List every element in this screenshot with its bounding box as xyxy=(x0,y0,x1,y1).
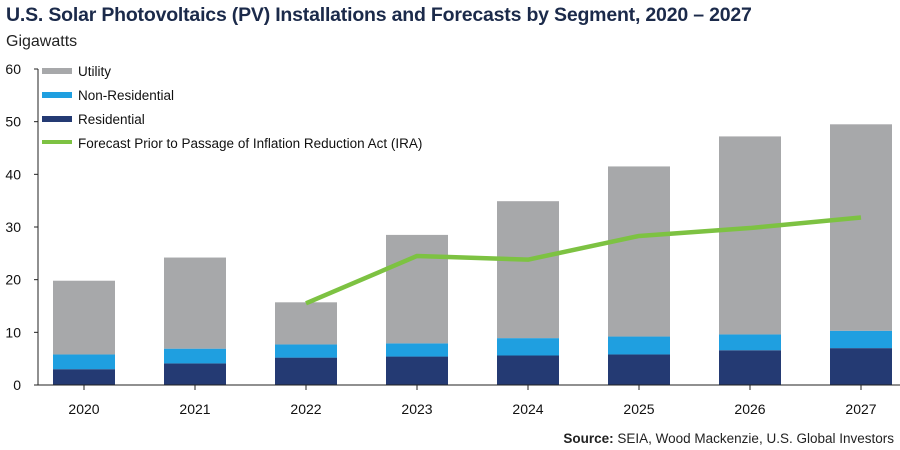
bar-utility-2022 xyxy=(275,302,337,345)
x-tick-label: 2021 xyxy=(179,401,210,417)
bar-utility-2025 xyxy=(608,166,670,337)
bars-group xyxy=(53,124,892,385)
bar-residential-2025 xyxy=(608,354,670,385)
source-label: Source: xyxy=(563,431,614,446)
bar-non-residential-2021 xyxy=(164,348,226,364)
bar-utility-2023 xyxy=(386,234,448,344)
bar-utility-2027 xyxy=(830,124,892,331)
bar-non-residential-2022 xyxy=(275,344,337,358)
y-tick-label: 20 xyxy=(5,272,21,288)
x-tick-label: 2026 xyxy=(734,401,765,417)
bar-residential-2026 xyxy=(719,350,781,385)
x-tick-label: 2027 xyxy=(845,401,876,417)
bar-residential-2022 xyxy=(275,357,337,385)
chart-title: U.S. Solar Photovoltaics (PV) Installati… xyxy=(6,4,752,26)
legend-label: Residential xyxy=(78,112,145,127)
bar-utility-2026 xyxy=(719,136,781,335)
legend-swatch-utility xyxy=(42,68,72,74)
y-tick-label: 30 xyxy=(5,219,21,235)
bar-residential-2020 xyxy=(53,369,115,385)
bar-non-residential-2026 xyxy=(719,334,781,351)
y-tick-label: 10 xyxy=(5,324,21,340)
x-tick-label: 2023 xyxy=(401,401,432,417)
x-tick-label: 2022 xyxy=(290,401,321,417)
forecast-line-group xyxy=(305,215,862,306)
x-tick-label: 2025 xyxy=(623,401,654,417)
legend-label: Utility xyxy=(78,64,111,79)
legend-swatch-non-residential xyxy=(42,92,72,98)
bar-residential-2023 xyxy=(386,356,448,385)
bar-residential-2027 xyxy=(830,348,892,385)
x-axis: 2020 2021 2022 2023 2024 2025 2026 2027 xyxy=(38,384,900,417)
legend-swatch-forecast-prior-to-passage-of-inflation-reduction-act-ira xyxy=(42,140,72,144)
bar-utility-2021 xyxy=(164,257,226,349)
x-tick-label: 2024 xyxy=(512,401,543,417)
y-tick-label: 50 xyxy=(5,114,21,130)
source-text: SEIA, Wood Mackenzie, U.S. Global Invest… xyxy=(617,431,894,446)
bar-non-residential-2025 xyxy=(608,336,670,355)
bar-utility-2024 xyxy=(497,201,559,339)
bar-residential-2021 xyxy=(164,363,226,385)
y-tick-label: 60 xyxy=(5,61,21,77)
forecast-line xyxy=(305,215,862,306)
source-note: Source: SEIA, Wood Mackenzie, U.S. Globa… xyxy=(563,431,894,446)
y-axis: 0 10 20 30 40 50 60 xyxy=(5,61,39,393)
legend: Utility Non-Residential Residential Forecas… xyxy=(42,64,422,151)
bar-non-residential-2027 xyxy=(830,330,892,349)
legend-swatch-residential xyxy=(42,116,72,122)
x-tick-label: 2020 xyxy=(68,401,99,417)
bar-non-residential-2024 xyxy=(497,338,559,356)
legend-label: Non-Residential xyxy=(78,88,174,103)
bar-residential-2024 xyxy=(497,355,559,385)
y-tick-label: 0 xyxy=(13,377,21,393)
y-axis-label: Gigawatts xyxy=(6,33,78,50)
bar-non-residential-2020 xyxy=(53,354,115,370)
bar-non-residential-2023 xyxy=(386,343,448,357)
y-tick-label: 40 xyxy=(5,166,21,182)
bar-utility-2020 xyxy=(53,280,115,355)
legend-label: Forecast Prior to Passage of Inflation R… xyxy=(78,136,422,151)
